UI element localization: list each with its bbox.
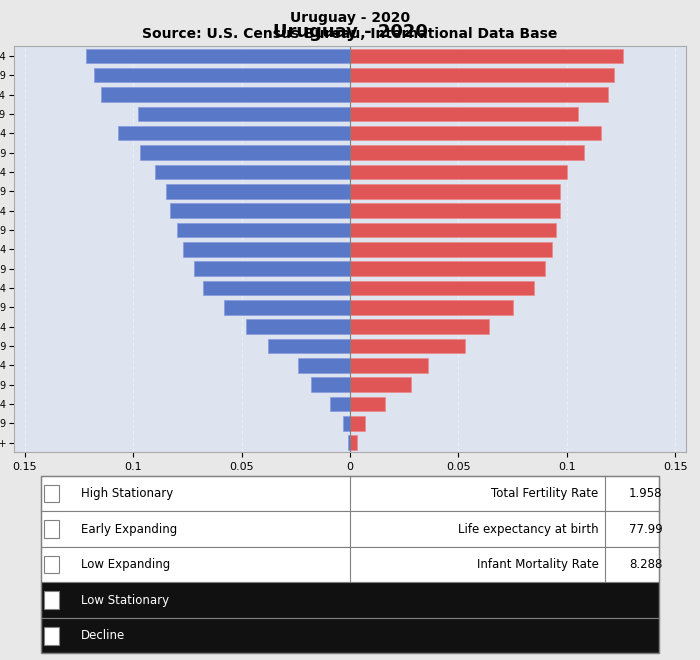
- Bar: [155, 164, 350, 179]
- Bar: [94, 68, 350, 82]
- Text: Infant Mortality Rate: Infant Mortality Rate: [477, 558, 598, 571]
- FancyBboxPatch shape: [41, 512, 659, 546]
- Bar: [350, 222, 556, 237]
- Bar: [350, 164, 567, 179]
- Bar: [350, 358, 428, 373]
- Bar: [344, 416, 350, 430]
- Text: 8.288: 8.288: [629, 558, 662, 571]
- Bar: [85, 49, 350, 63]
- FancyBboxPatch shape: [44, 627, 59, 645]
- Bar: [202, 280, 350, 295]
- Text: Low Stationary: Low Stationary: [81, 593, 169, 607]
- Bar: [350, 107, 578, 121]
- Bar: [224, 300, 350, 315]
- Bar: [350, 68, 615, 82]
- Bar: [170, 203, 350, 218]
- Bar: [350, 378, 411, 392]
- FancyBboxPatch shape: [41, 476, 659, 512]
- X-axis label: Population (in millions): Population (in millions): [279, 478, 421, 490]
- Bar: [118, 126, 350, 141]
- FancyBboxPatch shape: [41, 618, 659, 653]
- Bar: [350, 87, 608, 102]
- Bar: [350, 339, 465, 353]
- Bar: [350, 242, 552, 257]
- FancyBboxPatch shape: [44, 484, 59, 502]
- Text: High Stationary: High Stationary: [81, 487, 174, 500]
- Bar: [350, 300, 512, 315]
- Bar: [350, 280, 534, 295]
- Bar: [350, 319, 489, 334]
- FancyBboxPatch shape: [44, 556, 59, 574]
- Bar: [166, 184, 350, 199]
- Bar: [350, 145, 584, 160]
- Bar: [350, 203, 560, 218]
- Bar: [298, 358, 350, 373]
- Bar: [350, 261, 545, 276]
- Text: Early Expanding: Early Expanding: [81, 523, 178, 535]
- Text: Total Fertility Rate: Total Fertility Rate: [491, 487, 598, 500]
- Bar: [330, 397, 350, 411]
- Bar: [348, 436, 350, 450]
- FancyBboxPatch shape: [41, 546, 659, 582]
- Text: Low Expanding: Low Expanding: [81, 558, 171, 571]
- Text: 1.958: 1.958: [629, 487, 662, 500]
- Bar: [350, 436, 356, 450]
- Bar: [350, 416, 365, 430]
- Text: Uruguay - 2020: Uruguay - 2020: [272, 23, 428, 41]
- FancyBboxPatch shape: [44, 591, 59, 609]
- Bar: [246, 319, 350, 334]
- Bar: [350, 49, 623, 63]
- Text: Life expectancy at birth: Life expectancy at birth: [458, 523, 598, 535]
- FancyBboxPatch shape: [41, 582, 659, 618]
- Bar: [140, 145, 350, 160]
- Bar: [194, 261, 350, 276]
- Bar: [138, 107, 350, 121]
- Bar: [350, 126, 601, 141]
- Bar: [267, 339, 350, 353]
- Bar: [350, 184, 560, 199]
- Text: Decline: Decline: [81, 629, 125, 642]
- Bar: [176, 222, 350, 237]
- Bar: [311, 378, 350, 392]
- Text: 77.99: 77.99: [629, 523, 662, 535]
- Bar: [183, 242, 350, 257]
- Bar: [350, 397, 385, 411]
- Bar: [101, 87, 350, 102]
- Legend: Male, Female: Male, Female: [260, 517, 440, 539]
- Title: Uruguay - 2020
Source: U.S. Census Bureau, International Data Base: Uruguay - 2020 Source: U.S. Census Burea…: [142, 11, 558, 41]
- FancyBboxPatch shape: [44, 520, 59, 538]
